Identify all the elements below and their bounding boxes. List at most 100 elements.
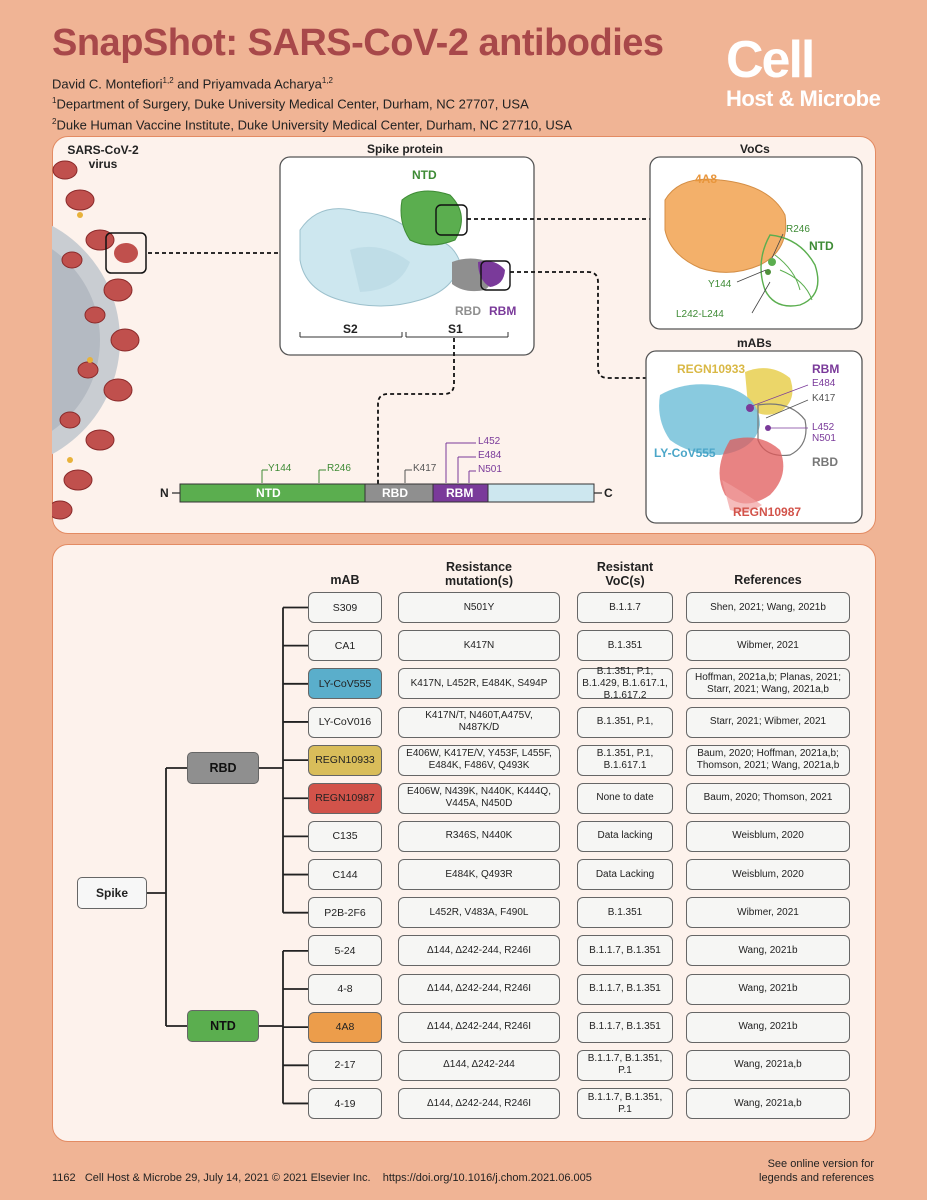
mab-k417-label: K417 [812,393,836,404]
figure-graphics [52,156,863,524]
mab-l452-label: L452 [812,422,835,433]
cell-voc: B.1.351, P.1, B.1.429, B.1.617.1, B.1.61… [577,666,673,701]
cell-ref: Wibmer, 2021 [686,630,850,662]
spike-rbd-label: RBD [455,304,481,318]
header-mutations: Resistance mutation(s) [444,560,514,588]
cell-mut: K417N/T, N460T,A475V, N487K/D [398,706,560,738]
virus-illustration [52,160,147,520]
authors-block: David C. Montefiori1,2 and Priyamvada Ac… [52,72,572,133]
spike-rbm-label: RBM [489,304,517,318]
cell-mut: N501Y [398,592,560,623]
cell-ref: Shen, 2021; Wang, 2021b [686,592,850,623]
voc-4a8-label: 4A8 [695,172,718,186]
cell-voc: B.1.1.7, B.1.351 [577,935,673,967]
bar-rbm-label: RBM [446,486,474,500]
cell-mab: 2-17 [308,1049,382,1081]
cell-mut: K417N, L452R, E484K, S494P [398,668,560,700]
bar-c-label: C [604,486,613,500]
page-title: SnapShot: SARS-CoV-2 antibodies [52,22,664,64]
cell-mab: S309 [308,592,382,623]
virus-label: SARS-CoV-2 virus [67,143,139,171]
bar-k417-label: K417 [413,463,437,474]
cell-ref: Wang, 2021b [686,1011,850,1043]
mab-n501-label: N501 [812,433,836,444]
cell-mab: REGN10933 [308,744,382,776]
cell-mut: E406W, N439K, N440K, K444Q, V445A, N450D [398,782,560,814]
cell-mut: L452R, V483A, F490L [398,897,560,929]
spike-structure [299,190,511,307]
mab-e484-label: E484 [812,378,836,389]
aff2-sup: 2 [52,116,57,126]
mab-rbd-label: RBD [812,455,838,469]
bar-y144-label: Y144 [268,463,292,474]
cell-ref: Wibmer, 2021 [686,897,850,929]
mab-rbm-label: RBM [812,362,840,376]
cell-ref: Wang, 2021a,b [686,1049,850,1081]
cell-ref: Wang, 2021b [686,973,850,1005]
header-vocs: Resistant VoC(s) [596,560,654,588]
cell-voc: B.1.1.7 [577,592,673,623]
cell-ref: Baum, 2020; Thomson, 2021 [686,782,850,814]
voc-ntd-label: NTD [809,239,834,253]
cell-mab: P2B-2F6 [308,897,382,929]
aff1-sup: 1 [52,96,57,106]
cell-voc: Data Lacking [577,859,673,890]
voc-y144-label: Y144 [708,279,732,290]
author-1: David C. Montefiori [52,76,163,92]
voc-l242-label: L242-L244 [676,309,724,320]
author-2: and Priyamvada Acharya [173,76,322,92]
bar-r246-label: R246 [327,463,351,474]
cell-mut: E406W, K417E/V, Y453F, L455F, E484K, F48… [398,744,560,776]
cell-mut: R346S, N440K [398,820,560,852]
cell-mab: C144 [308,859,382,890]
spike-node: Spike [77,877,147,909]
mabs-title: mABs [737,336,772,350]
header-mab: mAB [330,573,360,587]
header-references: References [734,573,802,587]
vocs-structure [664,178,819,314]
cell-mab: 5-24 [308,935,382,967]
bar-l452-label: L452 [478,436,501,447]
bar-ntd-label: NTD [256,486,281,500]
cell-mut: Δ144, Δ242-244, R246I [398,1088,560,1119]
bar-n501-label: N501 [478,464,502,475]
author-1-sup: 1,2 [162,76,174,85]
affiliation-2: Duke Human Vaccine Institute, Duke Unive… [56,116,573,132]
cell-voc: B.1.1.7, B.1.351 [577,973,673,1005]
cell-ref: Starr, 2021; Wibmer, 2021 [686,706,850,738]
author-2-sup: 1,2 [321,76,333,85]
vocs-title: VoCs [740,142,770,156]
cell-mab: REGN10987 [308,782,382,814]
cell-ref: Baum, 2020; Hoffman, 2021a,b; Thomson, 2… [686,744,850,776]
affiliation-1: Department of Surgery, Duke University M… [56,96,529,112]
cell-ref: Wang, 2021b [686,935,850,967]
cell-mut: Δ144, Δ242-244, R246I [398,973,560,1005]
cell-mut: Δ144, Δ242-244 [398,1049,560,1081]
cell-mab: LY-CoV016 [308,706,382,738]
cell-voc: B.1.1.7, B.1.351, P.1 [577,1049,673,1081]
cell-mab: C135 [308,820,382,852]
s2-label: S2 [343,322,358,336]
spike-title: Spike protein [366,142,443,156]
cell-mut: E484K, Q493R [398,859,560,890]
cell-mut: K417N [398,630,560,662]
bar-rbd-label: RBD [382,486,408,500]
mabs-structure [659,368,809,512]
domain-bar [172,442,602,503]
cell-voc: Data lacking [577,820,673,852]
cell-ref: Wang, 2021a,b [686,1088,850,1119]
cell-voc: B.1.1.7, B.1.351 [577,1011,673,1043]
logo-host-microbe: Host & Microbe [726,86,881,111]
journal-logo: Cell Host & Microbe [726,31,881,111]
logo-cell: Cell [726,31,815,89]
mab-lycov555-label: LY-CoV555 [654,446,716,460]
cell-mab: LY-CoV555 [308,668,382,700]
cell-ref: Weisblum, 2020 [686,820,850,852]
cell-mab: 4-8 [308,973,382,1005]
cell-voc: B.1.351 [577,897,673,929]
footer-note: See online version for legends and refer… [759,1158,874,1184]
cell-mab: CA1 [308,630,382,662]
cell-mab: 4-19 [308,1088,382,1119]
footer-citation: 1162 Cell Host & Microbe 29, July 14, 20… [52,1172,592,1184]
